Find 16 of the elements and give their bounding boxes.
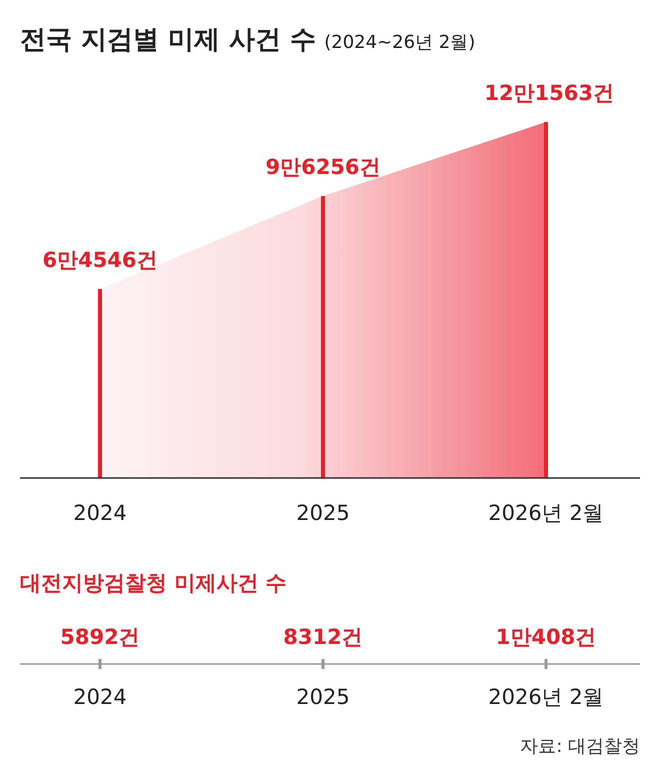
category-label: 2024 bbox=[73, 685, 127, 709]
text: 대전지방검찰청 미제사건 수 bbox=[20, 571, 287, 595]
text: 자료: 대검찰청 bbox=[520, 736, 640, 757]
x-tick-label: 2024 bbox=[73, 501, 127, 525]
annotation: 12만1563건 bbox=[484, 81, 614, 105]
annotation: 9만6256건 bbox=[265, 155, 381, 180]
x-tick-label: 2026년 2월 bbox=[488, 501, 604, 525]
x-tick-label: 2025 bbox=[296, 501, 350, 525]
text: 5892건 bbox=[60, 625, 140, 649]
text: 1만408건 bbox=[496, 625, 596, 649]
annotation: 6만4546건 bbox=[42, 248, 158, 272]
chart-subtitle: (2024~26년 2월) bbox=[324, 32, 476, 53]
category-label: 2025 bbox=[296, 685, 350, 709]
text: 8312건 bbox=[283, 625, 363, 649]
category-label: 2026년 2월 bbox=[488, 685, 604, 709]
chart-title: 전국 지검별 미제 사건 수 bbox=[20, 25, 316, 55]
